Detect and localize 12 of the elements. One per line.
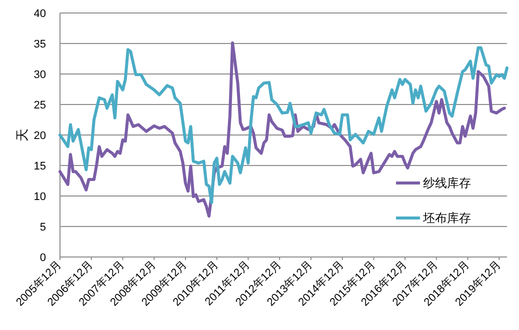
y-tick-label: 15 — [34, 160, 46, 172]
y-tick-label: 30 — [34, 69, 46, 81]
y-tick-label: 40 — [34, 8, 46, 20]
y-tick-label: 0 — [40, 252, 46, 264]
y-tick-label: 5 — [40, 222, 46, 234]
y-tick-label: 10 — [34, 191, 46, 203]
y-tick-label: 20 — [34, 130, 46, 142]
y-tick-label: 25 — [34, 100, 46, 112]
y-axis-title: 天 — [14, 128, 30, 142]
y-tick-label: 35 — [34, 38, 46, 50]
legend-label: 坯布库存 — [422, 211, 471, 225]
legend-label: 纱线库存 — [423, 176, 471, 190]
